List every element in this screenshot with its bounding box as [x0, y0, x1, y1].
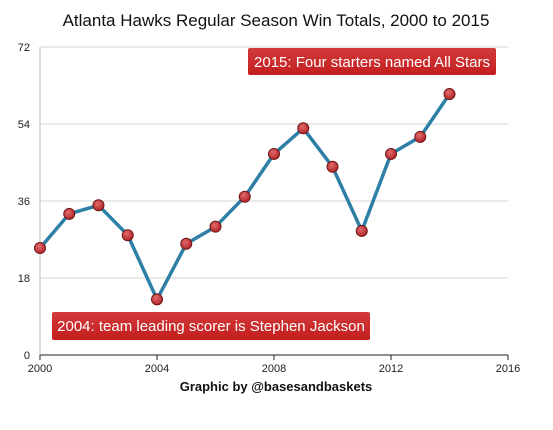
x-tick-label: 2016 [496, 363, 520, 375]
credit-text: Graphic by @basesandbaskets [180, 379, 373, 394]
axes [39, 47, 509, 360]
data-point-2006 [209, 220, 222, 233]
chart-title: Atlanta Hawks Regular Season Win Totals,… [63, 11, 490, 30]
data-point-2008 [268, 147, 280, 160]
x-tick-label: 2000 [28, 363, 52, 375]
data-point-2001 [63, 207, 76, 220]
data-point-2003 [121, 229, 134, 242]
y-tick-label: 36 [18, 196, 30, 208]
data-point-2011 [355, 224, 368, 237]
annotation-2015-text: 2015: Four starters named All Stars [254, 54, 490, 71]
annotation-2015-box [248, 48, 496, 75]
data-point-2010 [326, 160, 339, 173]
data-point-2012 [385, 147, 397, 160]
data-point-2004 [151, 293, 163, 306]
annotation-2015: 2015: Four starters named All Stars [248, 48, 496, 75]
y-tick-label: 18 [18, 273, 30, 285]
data-point-2014 [443, 88, 456, 101]
y-tick-label: 0 [24, 350, 30, 362]
data-point-2000 [34, 242, 46, 255]
data-point-2002 [92, 199, 105, 212]
data-point-2005 [180, 237, 193, 250]
gridlines [40, 46, 508, 279]
data-points [34, 88, 456, 306]
annotation-2004-text: 2004: team leading scorer is Stephen Jac… [57, 318, 365, 335]
annotation-2004-box [52, 312, 370, 340]
annotation-2004: 2004: team leading scorer is Stephen Jac… [52, 312, 370, 340]
tick-labels: 0 18 36 54 72 2000 2004 2008 2012 2016 [18, 42, 520, 375]
data-point-2007 [238, 190, 251, 203]
data-point-2013 [414, 130, 427, 143]
y-tick-label: 54 [18, 119, 30, 131]
x-tick-label: 2004 [145, 363, 169, 375]
y-tick-label: 72 [18, 42, 30, 54]
data-point-2009 [297, 122, 310, 135]
x-tick-label: 2008 [262, 363, 286, 375]
x-tick-label: 2012 [379, 363, 403, 375]
